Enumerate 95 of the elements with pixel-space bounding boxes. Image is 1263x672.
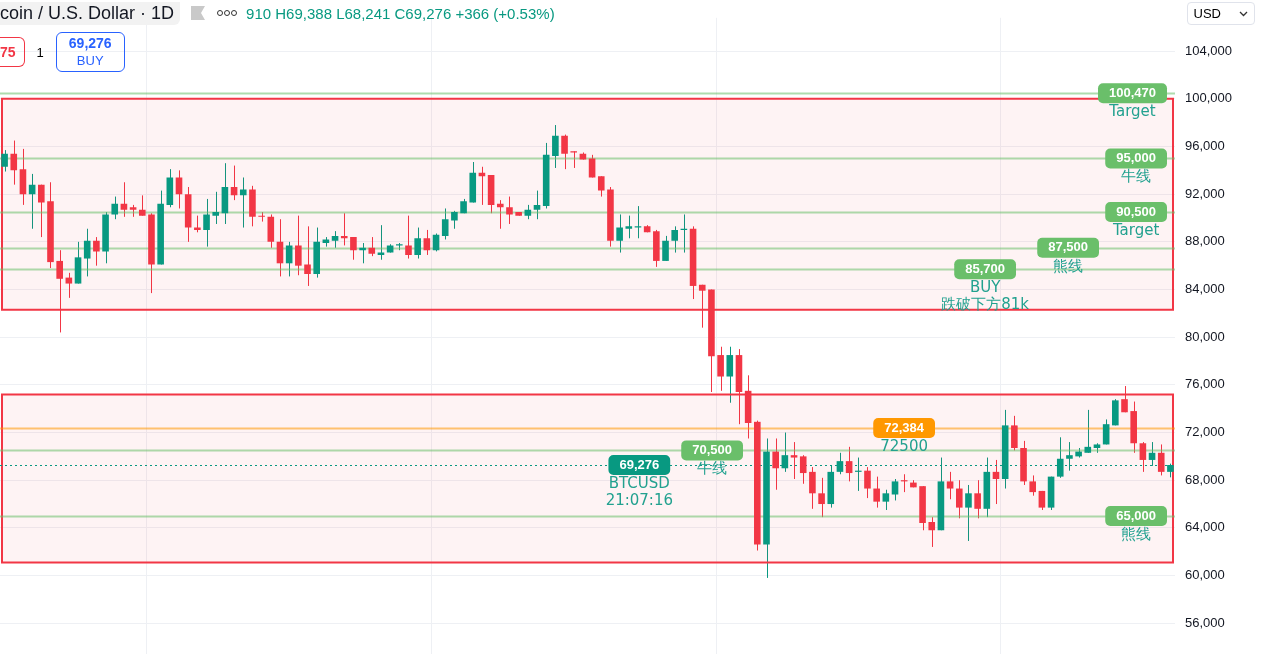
ref-line-label: 85,700 [965,260,1005,276]
candlestick [772,437,779,491]
candlestick [304,225,311,287]
candlestick [414,227,421,260]
annotation: 牛线 [697,459,728,478]
candlestick [138,194,146,217]
y-tick-label: 84,000 [1185,281,1225,297]
candlestick [175,169,183,209]
candlestick [506,196,513,225]
candlestick [533,190,541,220]
candlestick [1102,418,1110,445]
y-tick-label: 60,000 [1185,567,1225,583]
candlestick [891,478,899,501]
y-tick-label: 92,000 [1185,185,1225,201]
candlestick [212,191,220,225]
annotation: BTCUSD [608,473,670,492]
candlestick [405,215,412,260]
candlestick [818,477,825,518]
candlestick [1011,415,1018,451]
annotation: 69,276 [68,35,112,52]
y-tick-label: 56,000 [1185,614,1225,630]
candlestick [955,479,963,519]
candlestick [717,346,724,392]
candlestick [1029,474,1037,497]
candlestick [845,446,853,482]
candlestick [671,225,679,254]
candlestick [441,207,449,240]
candlestick [368,236,376,257]
ref-line-label: 70,500 [692,441,732,457]
candlestick [965,484,972,542]
y-tick-label: 68,000 [1185,471,1225,487]
candlestick [634,205,642,239]
candlestick [864,466,871,499]
ref-line-label: 72,384 [884,419,925,435]
candlestick [120,181,128,218]
annotation: 熊线 [1121,524,1152,543]
annotation: 跌破下方81k [941,295,1030,314]
candlestick [882,489,890,511]
y-tick-label: 88,000 [1185,233,1225,249]
candlestick [616,213,623,254]
candlestick [423,229,431,256]
y-tick-label: 64,000 [1185,519,1225,535]
candlestick [597,175,605,198]
y-tick-label: 100,000 [1185,90,1232,106]
candlestick [1157,443,1165,476]
chart-title: coin / U.S. Dollar · 1D [0,1,181,25]
candlestick [295,215,302,276]
y-tick-label: 104,000 [1185,42,1232,58]
candlestick [790,441,798,480]
ref-line-label: 95,000 [1116,150,1156,166]
candlestick [928,516,936,548]
annotation: 72500 [880,436,928,455]
ref-line-label: 90,500 [1116,203,1156,219]
ref-line-label: 100,470 [1109,84,1156,100]
ref-line-label: 87,500 [1048,239,1088,255]
y-tick-label: 96,000 [1185,138,1225,154]
annotation: BUY [969,278,1002,297]
annotation: 21:07:16 [605,490,673,509]
candlestick [809,466,816,510]
candlestick [10,140,18,186]
candlestick [1139,441,1147,473]
annotation: Target [1108,102,1156,121]
annotation: Target [1111,220,1160,239]
candlestick [38,184,45,238]
candlestick [799,454,807,485]
candlestick [203,198,210,248]
y-tick-label: 72,000 [1185,424,1225,440]
candlestick [93,236,100,267]
annotation: 牛线 [1121,167,1152,186]
annotation: 1 [36,44,44,60]
candlestick [552,124,559,169]
candlestick [662,235,669,262]
ref-line-label: 65,000 [1116,507,1156,523]
candlestick [561,134,568,170]
annotation: 75 [0,37,25,67]
candlestick [726,346,734,404]
candlestick [285,241,293,277]
ref-line-label: 69,276 [619,456,660,472]
candlestick [974,479,981,519]
candlestick [350,236,357,261]
candlestick [625,215,633,239]
annotation: 熊线 [1053,256,1084,275]
annotation: BUY [76,53,104,68]
candlestick [111,196,119,220]
candlestick [83,228,91,277]
candlestick [239,177,247,229]
candlestick [1,149,8,173]
candlestick [65,272,73,299]
text: USD [1193,6,1221,21]
y-tick-label: 76,000 [1185,376,1225,392]
chart-subtitle: 910 H69,388 L68,241 C69,276 +366 (+0.53%) [246,4,555,22]
candlestick [946,471,954,500]
candlestick [873,476,880,509]
candlestick [1084,409,1092,454]
y-tick-label: 80,000 [1185,328,1225,344]
